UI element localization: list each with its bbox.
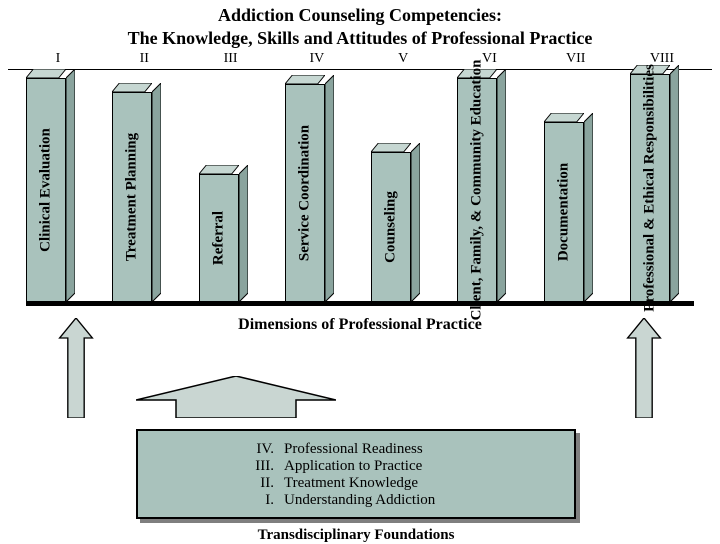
roman-i: I — [18, 51, 98, 67]
roman-numeral-row: I II III IV V VI VII VIII — [0, 51, 720, 67]
foundation-text: Understanding Addiction — [284, 492, 435, 509]
pillar-top-face — [371, 143, 411, 152]
pillar: Counseling — [371, 152, 435, 302]
pillar-top-face — [544, 113, 584, 122]
pillar-side-face — [584, 113, 593, 302]
pillar-top-face — [26, 69, 66, 78]
roman-vi: VI — [449, 51, 529, 67]
pillar-label: Client, Family, & Community Education — [469, 60, 486, 321]
pillar-front-face: Treatment Planning — [112, 92, 152, 302]
pillar-top-face — [112, 83, 152, 92]
pillar-label: Referral — [210, 211, 227, 265]
pillar-label: Documentation — [555, 163, 572, 261]
wide-up-arrow-icon — [136, 376, 336, 418]
pillar-top-face — [285, 75, 325, 84]
pillar-side-face — [66, 69, 75, 302]
pillar-side-face — [497, 69, 506, 302]
foundations-list: IV. Professional Readiness III. Applicatio… — [242, 441, 560, 509]
foundation-num: II. — [242, 475, 274, 492]
pillar: Service Coordination — [285, 84, 349, 302]
pillar-front-face: Documentation — [544, 122, 584, 302]
pillar: Referral — [199, 174, 263, 302]
pillar-front-face: Professional & Ethical Responsibilities — [630, 74, 670, 302]
pillar: Professional & Ethical Responsibilities — [630, 74, 694, 302]
roman-ii: II — [104, 51, 184, 67]
pillars-container: Clinical Evaluation Treatment Planning R… — [26, 78, 694, 302]
pillar-label: Treatment Planning — [124, 133, 141, 261]
pillar: Treatment Planning — [112, 92, 176, 302]
transdisciplinary-caption: Transdisciplinary Foundations — [136, 527, 576, 544]
page-title: Addiction Counseling Competencies: The K… — [0, 0, 720, 51]
foundation-item: II. Treatment Knowledge — [242, 475, 560, 492]
pillar-front-face: Counseling — [371, 152, 411, 302]
foundation-text: Application to Practice — [284, 458, 422, 475]
pillar-front-face: Service Coordination — [285, 84, 325, 302]
pillar-side-face — [239, 165, 248, 302]
pillar-front-face: Clinical Evaluation — [26, 78, 66, 302]
pillars-stage: Clinical Evaluation Treatment Planning R… — [8, 70, 712, 330]
foundation-num: I. — [242, 492, 274, 509]
foundation-item: IV. Professional Readiness — [242, 441, 560, 458]
pillar: Documentation — [544, 122, 608, 302]
foundation-num: III. — [242, 458, 274, 475]
foundation-item: III. Application to Practice — [242, 458, 560, 475]
pillar-top-face — [199, 165, 239, 174]
pillar-front-face: Referral — [199, 174, 239, 302]
roman-iv: IV — [277, 51, 357, 67]
pillar-side-face — [325, 75, 334, 302]
roman-iii: III — [191, 51, 271, 67]
foundations-section: IV. Professional Readiness III. Applicatio… — [136, 376, 576, 544]
pillar-label: Clinical Evaluation — [38, 128, 55, 252]
pillar-side-face — [670, 65, 679, 302]
pillar-label: Professional & Ethical Responsibilities — [641, 64, 658, 312]
pillar-label: Counseling — [383, 191, 400, 263]
foundations-box: IV. Professional Readiness III. Applicatio… — [136, 429, 576, 519]
pillar: Client, Family, & Community Education — [457, 78, 521, 302]
pillar: Clinical Evaluation — [26, 78, 90, 302]
foundation-text: Professional Readiness — [284, 441, 423, 458]
title-line-1: Addiction Counseling Competencies: — [218, 5, 502, 25]
roman-v: V — [363, 51, 443, 67]
pillar-label: Service Coordination — [296, 125, 313, 261]
roman-vii: VII — [536, 51, 616, 67]
base-line — [26, 301, 694, 306]
right-up-arrow-icon — [626, 318, 662, 418]
pillar-side-face — [152, 83, 161, 302]
foundation-num: IV. — [242, 441, 274, 458]
title-line-2: The Knowledge, Skills and Attitudes of P… — [128, 28, 593, 48]
pillar-side-face — [411, 143, 420, 302]
left-up-arrow-icon — [58, 318, 94, 418]
pillar-front-face: Client, Family, & Community Education — [457, 78, 497, 302]
foundation-text: Treatment Knowledge — [284, 475, 418, 492]
foundation-item: I. Understanding Addiction — [242, 492, 560, 509]
